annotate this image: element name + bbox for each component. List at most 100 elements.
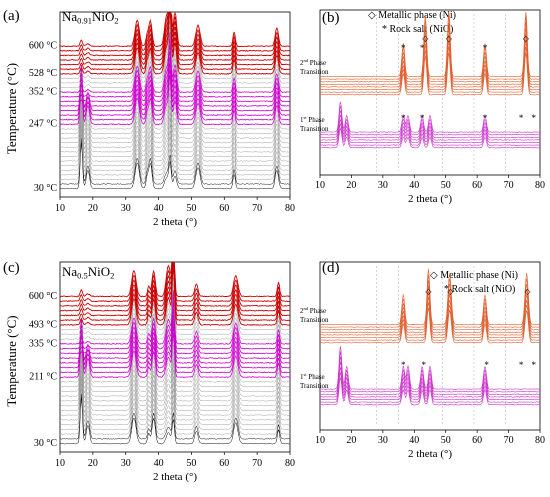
diffraction-pattern	[59, 345, 291, 392]
diffraction-pattern	[59, 341, 291, 388]
diffraction-pattern	[59, 262, 291, 298]
x-tick-label: 80	[285, 458, 295, 469]
annotation-1st-line2: Transition	[300, 125, 329, 133]
temperature-label: 528 °C	[29, 68, 57, 79]
y-axis-label: Temperature (°C)	[4, 315, 19, 406]
diffraction-pattern	[59, 13, 291, 80]
diffraction-pattern	[59, 12, 291, 57]
x-tick-label: 30	[121, 458, 131, 469]
x-tick-label: 70	[504, 435, 514, 446]
x-axis-label: 2 theta (°)	[408, 448, 452, 460]
pattern-stack	[59, 11, 291, 190]
temperature-label: 493 °C	[29, 319, 57, 330]
diffraction-pattern	[319, 101, 541, 133]
nio-peak-marker: *	[519, 113, 524, 123]
plot-frame	[59, 261, 291, 453]
diffraction-pattern	[319, 361, 540, 398]
diffraction-pattern	[60, 350, 291, 397]
panel-letter: (c)	[3, 260, 20, 276]
diffraction-pattern	[59, 11, 291, 75]
diffraction-pattern	[320, 52, 541, 96]
x-tick-label: 40	[409, 435, 419, 446]
ni-peak-marker: ◇	[523, 34, 530, 43]
diffraction-pattern	[319, 367, 541, 401]
x-tick-label: 80	[535, 435, 545, 446]
diffraction-pattern	[319, 16, 541, 80]
diffraction-pattern	[59, 19, 291, 84]
legend-nio: * Rock salt (NiO)	[382, 24, 453, 35]
panel-d: 10 20 30 40 50 60 70 80 2 theta (°) (d) ◇ Metallic…	[300, 260, 545, 460]
diffraction-pattern	[59, 11, 291, 48]
panel-c: 10 20 30 40 50 60 70 80 2 theta (°) Temperature (…	[3, 260, 295, 483]
diffraction-pattern	[60, 369, 291, 416]
diffraction-pattern	[319, 27, 541, 85]
diffraction-pattern	[319, 11, 541, 78]
x-tick-label: 70	[252, 203, 262, 214]
x-axis-label: 2 theta (°)	[408, 193, 452, 205]
x-tick-label: 10	[315, 180, 325, 191]
x-tick-label: 70	[504, 180, 514, 191]
annotation-1st: 1st Phase	[300, 372, 325, 381]
diffraction-pattern	[59, 283, 291, 340]
diffraction-pattern	[59, 75, 290, 126]
diffraction-pattern	[320, 346, 541, 390]
sample-title: Na0.91NiO2	[62, 9, 119, 26]
diffraction-pattern	[59, 12, 291, 61]
x-tick-label: 60	[472, 435, 482, 446]
temperature-label: 30 °C	[34, 438, 57, 449]
temperature-label: 335 °C	[29, 338, 57, 349]
x-tick-label: 80	[285, 203, 295, 214]
nio-peak-marker: *	[420, 43, 425, 53]
annotation-1st-line2: Transition	[300, 382, 329, 390]
annotation-1st: 1st Phase	[300, 115, 325, 124]
lower-pattern-group	[319, 101, 541, 149]
x-tick-label: 30	[121, 203, 131, 214]
diffraction-pattern	[320, 110, 540, 138]
x-tick-label: 80	[535, 180, 545, 191]
diffraction-pattern	[59, 120, 291, 167]
diffraction-pattern	[59, 133, 291, 181]
x-tick-label: 60	[219, 458, 229, 469]
x-tick-label: 10	[55, 203, 65, 214]
diffraction-pattern	[320, 377, 540, 406]
diffraction-pattern	[60, 142, 291, 190]
diffraction-pattern	[59, 69, 291, 121]
x-tick-label: 40	[154, 203, 164, 214]
temperature-label: 600 °C	[29, 41, 57, 52]
diffraction-pattern	[60, 115, 291, 162]
diffraction-pattern	[319, 46, 540, 93]
ni-peak-marker: ◇	[425, 287, 432, 296]
nio-peak-marker: *	[531, 113, 536, 123]
sample-title: Na0.5NiO2	[62, 264, 114, 281]
x-tick-label: 60	[472, 180, 482, 191]
panel-b: 10 20 30 40 50 60 70 80 2 theta (°) (b) ◇ Metallic…	[300, 9, 545, 205]
ni-peak-marker: ◇	[524, 287, 531, 296]
diffraction-pattern	[319, 22, 541, 83]
panel-a: 10 20 30 40 50 60 70 80 2 theta (°) Temperature (…	[3, 8, 295, 228]
diffraction-pattern	[319, 268, 541, 326]
x-tick-label: 10	[315, 435, 325, 446]
temperature-label: 600 °C	[29, 291, 57, 302]
diffraction-pattern	[319, 351, 541, 393]
x-axis-label: 2 theta (°)	[153, 471, 197, 483]
diffraction-pattern	[60, 12, 291, 66]
diffraction-pattern	[59, 62, 291, 116]
diffraction-pattern	[319, 127, 541, 149]
upper-pattern-group	[319, 268, 541, 344]
nio-peak-marker: *	[483, 43, 488, 53]
diffraction-pattern	[59, 25, 291, 89]
x-tick-label: 40	[409, 180, 419, 191]
x-tick-label: 30	[378, 435, 388, 446]
diffraction-pattern	[59, 365, 291, 412]
temperature-label: 352 °C	[29, 87, 57, 98]
x-tick-label: 20	[346, 180, 356, 191]
legend-ni: ◇ Metallic phase (Ni)	[368, 10, 456, 21]
diffraction-pattern	[319, 372, 541, 403]
nio-peak-marker: *	[401, 113, 406, 123]
diffraction-pattern	[319, 123, 540, 146]
diffraction-pattern	[59, 81, 291, 130]
ni-peak-marker: ◇	[446, 34, 453, 43]
diffraction-pattern	[59, 101, 291, 148]
nio-peak-marker: *	[401, 360, 406, 370]
temperature-label: 211 °C	[29, 372, 57, 383]
